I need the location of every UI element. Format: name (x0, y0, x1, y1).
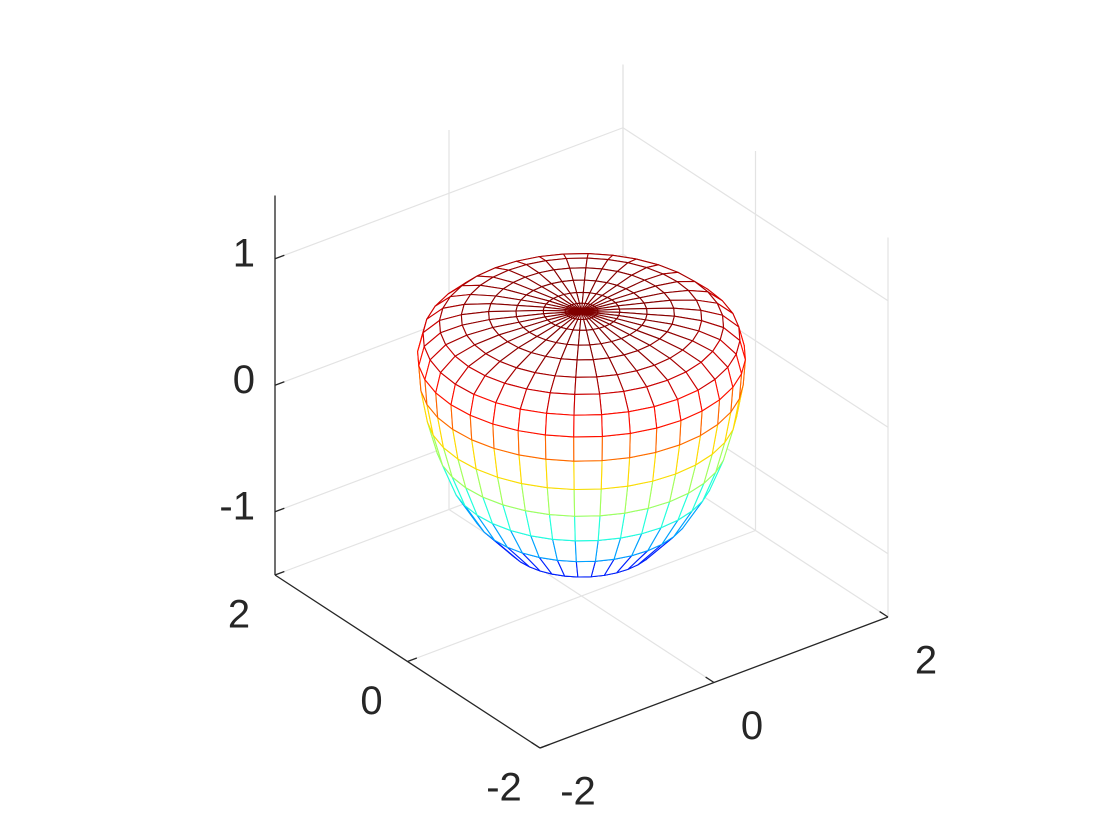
mesh-face (518, 454, 548, 489)
grid-line (274, 127, 624, 260)
mesh-face (573, 488, 602, 517)
x-tick (705, 676, 715, 684)
x-tick (531, 741, 541, 749)
mesh-face (601, 411, 631, 437)
mesh-face (520, 483, 551, 516)
z-tick-label: 0 (233, 358, 255, 402)
mesh-face (544, 412, 575, 438)
mesh-face (546, 392, 576, 416)
y-tick-label: 0 (360, 679, 382, 723)
mesh-face (544, 434, 575, 462)
mesh-face (600, 457, 631, 490)
x-tick-label: -2 (560, 770, 596, 814)
grid-line (622, 127, 889, 302)
mesh-face (601, 432, 631, 462)
z-tick-label: 1 (233, 231, 255, 275)
mesh-face (575, 359, 598, 378)
mesh-face (549, 375, 577, 396)
mesh-face (574, 539, 599, 563)
y-tick (407, 657, 418, 663)
x-tick-label: 0 (741, 704, 763, 748)
mesh-face (599, 485, 629, 517)
mesh-face (573, 435, 603, 462)
x-tick (879, 610, 889, 618)
y-tick-label: -2 (486, 766, 522, 810)
mesh-face (573, 414, 603, 438)
y-tick-label: 2 (228, 593, 250, 637)
mesh-face (574, 515, 601, 542)
z-tick (274, 381, 285, 386)
mesh-face (576, 344, 594, 361)
mesh-face (597, 512, 626, 541)
y-tick (539, 743, 550, 749)
y-tick (274, 570, 285, 576)
mesh-face (548, 513, 576, 542)
mesh-face (598, 390, 630, 416)
mesh-face (573, 393, 603, 416)
mesh-face (545, 458, 575, 491)
z-tick-label: -1 (219, 484, 255, 528)
mesh-face (488, 303, 519, 313)
mesh-face (573, 460, 603, 491)
mesh-face (546, 487, 576, 517)
z-tick (274, 254, 285, 260)
mesh-surface (417, 253, 746, 578)
x-tick-label: 2 (915, 639, 937, 683)
grid-line (407, 529, 756, 663)
mesh-face (628, 406, 658, 434)
mesh-face (517, 408, 548, 436)
mesh-face (574, 376, 601, 396)
z-tick (274, 507, 285, 513)
